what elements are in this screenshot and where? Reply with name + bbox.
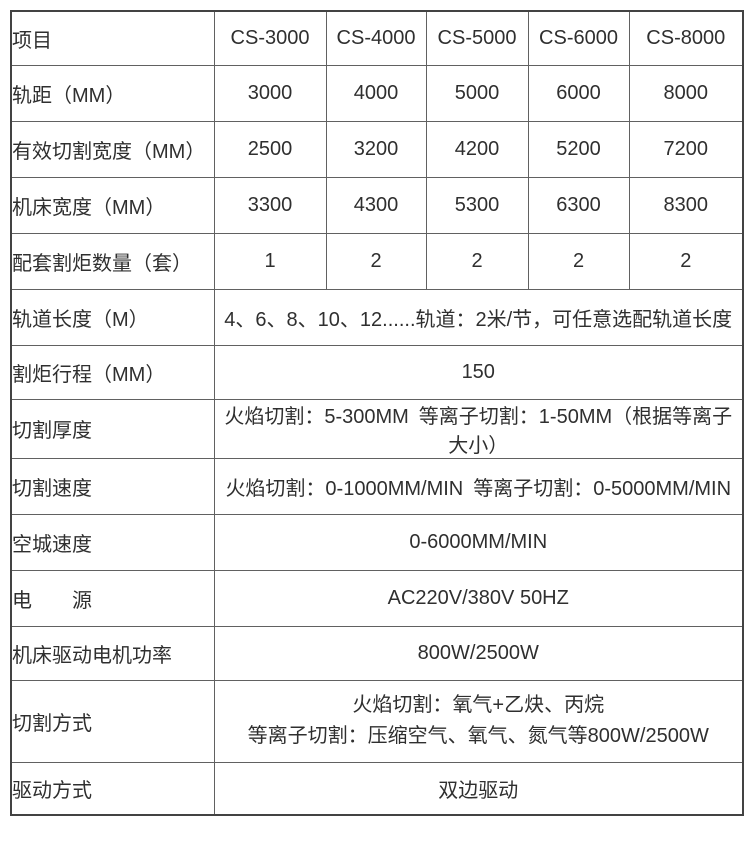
row-label: 切割速度 (10, 457, 215, 515)
row-label: 轨距（MM） (10, 64, 215, 122)
row-label: 驱动方式 (10, 761, 215, 816)
spec-value: 1 (213, 232, 327, 290)
table-header-row: 项目 CS-3000 CS-4000 CS-5000 CS-6000 CS-80… (10, 10, 744, 66)
spec-value: 6000 (527, 64, 630, 122)
column-header-model-cs5000: CS-5000 (425, 10, 529, 66)
spec-value: 3000 (213, 64, 327, 122)
spec-value: 2 (425, 232, 529, 290)
spec-table: 项目 CS-3000 CS-4000 CS-5000 CS-6000 CS-80… (10, 10, 744, 816)
spec-value: 8000 (628, 64, 744, 122)
column-header-model-cs4000: CS-4000 (325, 10, 427, 66)
column-header-model-cs3000: CS-3000 (213, 10, 327, 66)
table-row-torch-travel: 割炬行程（MM） 150 (10, 344, 744, 400)
spec-value-line: 火焰切割：氧气+乙炔、丙烷 (352, 694, 605, 716)
row-label: 机床宽度（MM） (10, 176, 215, 234)
row-label: 电 源 (10, 569, 215, 627)
row-label: 切割厚度 (10, 398, 215, 459)
row-label: 切割方式 (10, 679, 215, 763)
table-row-rail-length: 轨道长度（M） 4、6、8、10、12......轨道：2米/节，可任意选配轨道… (10, 288, 744, 346)
table-row-cutting-thickness: 切割厚度 火焰切割：5-300MM 等离子切割：1-50MM（根据等离子大小） (10, 398, 744, 459)
spec-value: 150 (213, 344, 744, 400)
spec-value: 3200 (325, 120, 427, 178)
row-label: 配套割炬数量（套） (10, 232, 215, 290)
spec-value: 6300 (527, 176, 630, 234)
spec-value: 4300 (325, 176, 427, 234)
spec-value: 4000 (325, 64, 427, 122)
spec-value: 火焰切割：5-300MM 等离子切割：1-50MM（根据等离子大小） (213, 398, 744, 459)
spec-value: 2 (527, 232, 630, 290)
spec-value: 4200 (425, 120, 529, 178)
table-row-rail-gauge: 轨距（MM） 3000 4000 5000 6000 8000 (10, 64, 744, 122)
spec-value: 800W/2500W (213, 625, 744, 681)
spec-value: 7200 (628, 120, 744, 178)
column-header-model-cs8000: CS-8000 (628, 10, 744, 66)
spec-value: 4、6、8、10、12......轨道：2米/节，可任意选配轨道长度 (213, 288, 744, 346)
spec-value: 5200 (527, 120, 630, 178)
row-label: 机床驱动电机功率 (10, 625, 215, 681)
table-row-drive-motor-power: 机床驱动电机功率 800W/2500W (10, 625, 744, 681)
spec-value: 0-6000MM/MIN (213, 513, 744, 571)
table-row-torch-count: 配套割炬数量（套） 1 2 2 2 2 (10, 232, 744, 290)
spec-value: 双边驱动 (213, 761, 744, 816)
spec-value: 2500 (213, 120, 327, 178)
table-row-cutting-method: 切割方式 火焰切割：氧气+乙炔、丙烷 等离子切割：压缩空气、氧气、氮气等800W… (10, 679, 744, 763)
row-label: 空城速度 (10, 513, 215, 571)
spec-value: 火焰切割：0-1000MM/MIN 等离子切割：0-5000MM/MIN (213, 457, 744, 515)
spec-value: 5000 (425, 64, 529, 122)
spec-value: 火焰切割：氧气+乙炔、丙烷 等离子切割：压缩空气、氧气、氮气等800W/2500… (213, 679, 744, 763)
column-header-model-cs6000: CS-6000 (527, 10, 630, 66)
row-label: 有效切割宽度（MM） (10, 120, 215, 178)
spec-value: 3300 (213, 176, 327, 234)
spec-value: AC220V/380V 50HZ (213, 569, 744, 627)
column-header-item: 项目 (10, 10, 215, 66)
spec-value: 8300 (628, 176, 744, 234)
spec-value-line: 等离子切割：压缩空气、氧气、氮气等800W/2500W (247, 725, 709, 747)
row-label: 轨道长度（M） (10, 288, 215, 346)
spec-value: 2 (325, 232, 427, 290)
table-row-drive-method: 驱动方式 双边驱动 (10, 761, 744, 816)
table-row-machine-width: 机床宽度（MM） 3300 4300 5300 6300 8300 (10, 176, 744, 234)
table-row-effective-cutting-width: 有效切割宽度（MM） 2500 3200 4200 5200 7200 (10, 120, 744, 178)
table-row-idle-speed: 空城速度 0-6000MM/MIN (10, 513, 744, 571)
row-label: 割炬行程（MM） (10, 344, 215, 400)
table-row-power-supply: 电 源 AC220V/380V 50HZ (10, 569, 744, 627)
table-row-cutting-speed: 切割速度 火焰切割：0-1000MM/MIN 等离子切割：0-5000MM/MI… (10, 457, 744, 515)
spec-value: 2 (628, 232, 744, 290)
spec-value: 5300 (425, 176, 529, 234)
